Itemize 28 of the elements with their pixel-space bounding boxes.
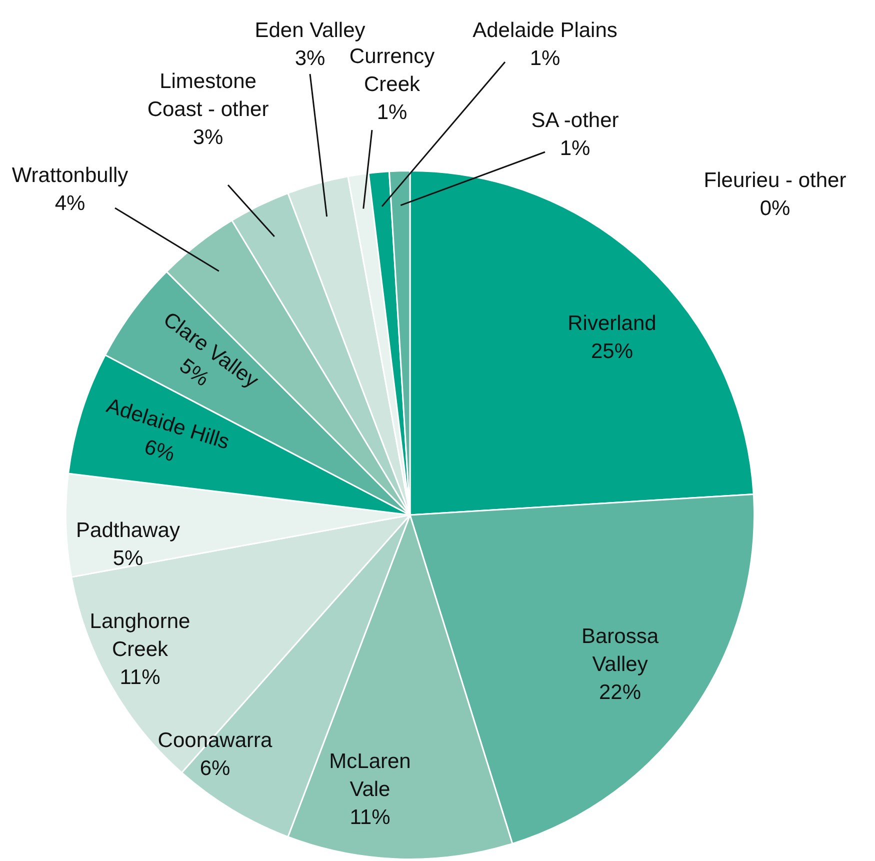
slice-label: SA -other bbox=[531, 108, 619, 132]
data-label: 1% bbox=[530, 46, 560, 70]
data-label: 1% bbox=[560, 136, 590, 160]
slice-label: Langhorne Creek bbox=[90, 610, 190, 661]
data-label: 4% bbox=[54, 192, 86, 215]
data-label: 11% bbox=[120, 666, 160, 689]
slice-label: Adelaide Plains bbox=[472, 18, 618, 42]
data-label: 11% bbox=[350, 806, 390, 829]
slice-label: McLaren Vale bbox=[329, 750, 411, 801]
text: 0% bbox=[760, 196, 790, 220]
data-label: 6% bbox=[200, 756, 230, 780]
data-label: 1% bbox=[376, 100, 408, 124]
data-label: 5% bbox=[175, 354, 214, 391]
data-label: 22% bbox=[598, 680, 642, 704]
data-label: 6% bbox=[142, 435, 178, 466]
slice-label: Eden Valley bbox=[254, 18, 366, 42]
slice-label: Coonawarra bbox=[158, 728, 273, 752]
category-label: Fleurieu - other bbox=[704, 168, 846, 192]
slice-label: Riverland bbox=[568, 312, 656, 335]
slice-label: Currency Creek bbox=[349, 44, 436, 96]
slice-label: Wrattonbully bbox=[12, 164, 129, 187]
slice-label: Padthaway bbox=[76, 518, 180, 542]
data-label: 25% bbox=[590, 340, 634, 363]
slice-label: Barossa Valley bbox=[581, 624, 659, 676]
data-label: 3% bbox=[192, 126, 224, 149]
slice-label: Limestone Coast - other bbox=[147, 70, 269, 121]
data-label: 5% bbox=[112, 546, 144, 570]
data-label: 3% bbox=[294, 46, 326, 70]
